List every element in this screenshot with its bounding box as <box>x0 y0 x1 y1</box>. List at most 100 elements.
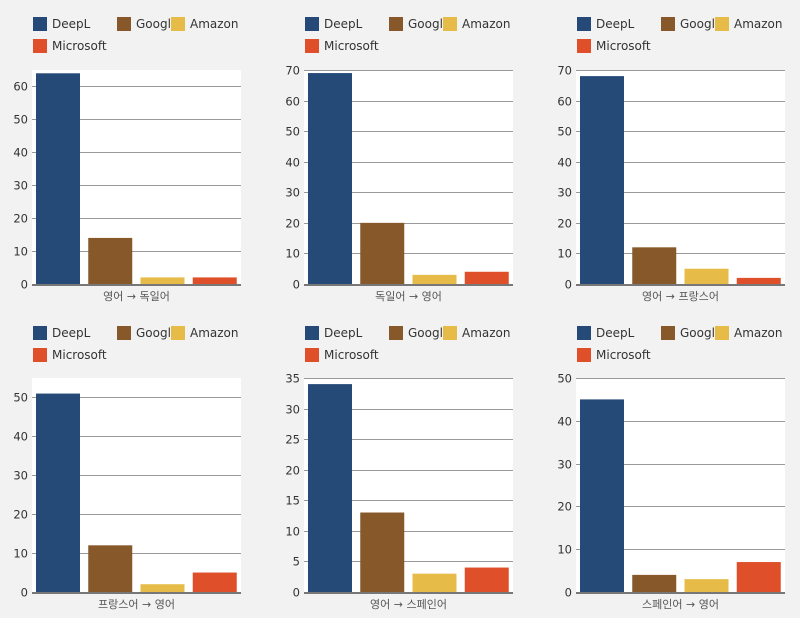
chart-panel-5: DeepL Google Amazon Microsoft 0 5 10 15 20 25 30 35… <box>272 309 544 618</box>
legend-item-amazon[interactable]: Amazon <box>443 323 511 343</box>
legend-swatch <box>577 326 591 340</box>
x-axis-label: 독일어 → 영어 <box>375 289 442 303</box>
legend-swatch <box>171 17 185 31</box>
bar-microsoft[interactable] <box>192 572 237 592</box>
legend-item-amazon[interactable]: Amazon <box>171 323 239 343</box>
bar-amazon[interactable] <box>140 277 185 284</box>
legend-label: Google <box>408 17 451 31</box>
chart-panel-4: DeepL Google Amazon Microsoft 0 10 20 30 40 50 프랑스… <box>0 309 272 618</box>
legend-swatch <box>33 39 47 53</box>
legend-item-deepl[interactable]: DeepL <box>305 323 362 343</box>
legend-item-google[interactable]: Google <box>389 14 450 34</box>
legend-item-google[interactable]: Google <box>389 323 450 343</box>
legend-item-google[interactable]: Google <box>117 14 178 34</box>
y-tick-label: 20 <box>13 508 28 522</box>
legend-item-deepl[interactable]: DeepL <box>577 14 634 34</box>
bar-chart: 0 5 10 15 20 25 30 35 영어 → 스페인어 <box>285 372 513 611</box>
chart-panel-1: DeepL Google Amazon Microsoft 0 10 20 30 40 50 60 영… <box>0 0 272 309</box>
legend-item-google[interactable]: Google <box>661 14 722 34</box>
y-tick-label: 30 <box>13 469 28 483</box>
legend-swatch <box>305 17 319 31</box>
x-axis-label: 스페인어 → 영어 <box>642 598 719 611</box>
legend-item-deepl[interactable]: DeepL <box>33 14 90 34</box>
legend-item-deepl[interactable]: DeepL <box>33 323 90 343</box>
x-axis-label: 영어 → 프랑스어 <box>642 290 719 303</box>
legend-item-microsoft[interactable]: Microsoft <box>33 345 107 365</box>
legend-label: DeepL <box>596 326 635 340</box>
bar-google[interactable] <box>360 512 405 592</box>
legend-swatch <box>661 326 675 340</box>
chart-legend: DeepL Google Amazon Microsoft <box>577 323 800 367</box>
bar-amazon[interactable] <box>684 579 729 592</box>
y-tick-label: 30 <box>557 458 572 472</box>
legend-item-amazon[interactable]: Amazon <box>715 14 783 34</box>
legend-swatch <box>715 17 729 31</box>
legend-item-microsoft[interactable]: Microsoft <box>577 345 651 365</box>
y-tick-label: 15 <box>285 494 300 508</box>
bar-google[interactable] <box>88 237 133 284</box>
legend-item-microsoft[interactable]: Microsoft <box>305 345 379 365</box>
legend-item-microsoft[interactable]: Microsoft <box>305 36 379 56</box>
bar-deepl[interactable] <box>580 399 624 592</box>
legend-swatch <box>661 17 675 31</box>
y-tick-label: 30 <box>285 186 300 200</box>
legend-swatch <box>117 17 131 31</box>
y-tick-label: 60 <box>285 95 300 109</box>
bar-microsoft[interactable] <box>736 277 781 284</box>
bar-chart: 0 10 20 30 40 50 스페인어 → 영어 <box>557 372 785 611</box>
legend-item-google[interactable]: Google <box>661 323 722 343</box>
legend-item-amazon[interactable]: Amazon <box>171 14 239 34</box>
bar-chart: 0 10 20 30 40 50 60 70 독일어 → 영어 <box>285 64 513 303</box>
legend-swatch <box>33 17 47 31</box>
legend-swatch <box>389 326 403 340</box>
bar-amazon[interactable] <box>140 584 185 592</box>
bar-microsoft[interactable] <box>464 567 509 592</box>
x-axis-label: 영어 → 스페인어 <box>370 598 447 611</box>
legend-label: Amazon <box>734 326 783 340</box>
bar-deepl[interactable] <box>308 73 352 284</box>
bar-amazon[interactable] <box>412 573 457 592</box>
bar-deepl[interactable] <box>308 384 352 592</box>
bar-deepl[interactable] <box>36 393 80 592</box>
y-tick-label: 50 <box>557 125 572 139</box>
bar-microsoft[interactable] <box>192 277 237 284</box>
chart-legend: DeepL Google Amazon Microsoft <box>33 14 273 58</box>
y-tick-label: 0 <box>21 586 28 600</box>
legend-label: Google <box>680 17 723 31</box>
legend-swatch <box>389 17 403 31</box>
bar-microsoft[interactable] <box>736 562 781 592</box>
bar-deepl[interactable] <box>36 73 80 285</box>
legend-item-microsoft[interactable]: Microsoft <box>577 36 651 56</box>
chart-legend: DeepL Google Amazon Microsoft <box>577 14 800 58</box>
chart-panel-2: DeepL Google Amazon Microsoft 0 10 20 30 40 50 60 7… <box>272 0 544 309</box>
legend-label: Amazon <box>462 17 511 31</box>
legend-item-deepl[interactable]: DeepL <box>577 323 634 343</box>
bar-amazon[interactable] <box>684 268 729 284</box>
y-tick-label: 0 <box>293 278 300 292</box>
bar-deepl[interactable] <box>580 76 624 284</box>
legend-swatch <box>305 326 319 340</box>
bar-amazon[interactable] <box>412 274 457 284</box>
bar-google[interactable] <box>88 545 133 592</box>
chart-legend: DeepL Google Amazon Microsoft <box>305 14 545 58</box>
legend-swatch <box>577 39 591 53</box>
legend-item-microsoft[interactable]: Microsoft <box>33 36 107 56</box>
legend-label: Microsoft <box>52 348 107 362</box>
bar-chart: 0 10 20 30 40 50 프랑스어 → 영어 <box>13 378 241 611</box>
bar-google[interactable] <box>632 574 677 592</box>
legend-item-amazon[interactable]: Amazon <box>443 14 511 34</box>
legend-label: Amazon <box>190 326 239 340</box>
y-tick-label: 10 <box>557 247 572 261</box>
bar-microsoft[interactable] <box>464 271 509 284</box>
y-tick-label: 60 <box>557 95 572 109</box>
bar-google[interactable] <box>360 222 405 284</box>
chart-panel-6: DeepL Google Amazon Microsoft 0 10 20 30 40 50 스페인… <box>544 309 800 618</box>
y-tick-label: 0 <box>565 586 572 600</box>
legend-item-google[interactable]: Google <box>117 323 178 343</box>
bar-google[interactable] <box>632 247 677 284</box>
legend-item-amazon[interactable]: Amazon <box>715 323 783 343</box>
legend-item-deepl[interactable]: DeepL <box>305 14 362 34</box>
y-tick-label: 70 <box>285 64 300 78</box>
x-axis-label: 프랑스어 → 영어 <box>98 598 175 611</box>
y-tick-label: 40 <box>13 146 28 160</box>
